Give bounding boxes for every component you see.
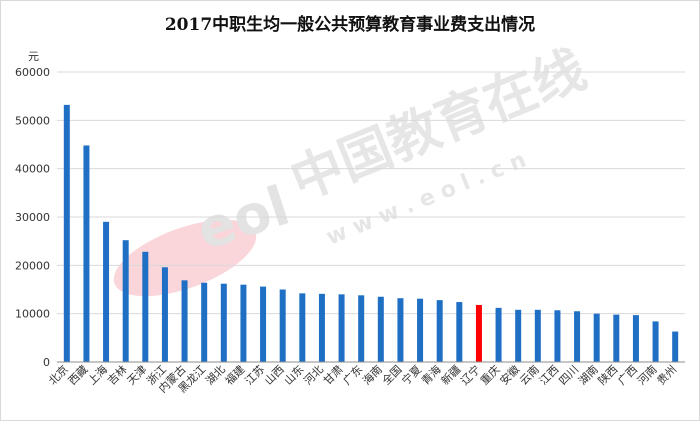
bar-湖北 [220,283,227,362]
bar-新疆 [456,302,463,362]
bar-甘肃 [338,294,345,362]
bar-宁夏 [417,298,424,362]
x-tick-label: 安徽 [497,362,522,387]
bar-四川 [574,311,581,362]
x-tick-label: 重庆 [477,362,502,387]
bar-广东 [358,295,365,362]
x-tick-label: 吉林 [104,362,129,387]
x-tick-label: 全国 [379,362,404,387]
bar-辽宁 [475,304,482,362]
bar-广西 [632,315,639,362]
x-tick-label: 河北 [301,363,326,388]
x-tick-label: 山东 [282,363,307,388]
bar-青海 [436,300,443,362]
chart-title: 2017中职生均一般公共预算教育事业费支出情况 [164,15,536,35]
x-tick-label: 青海 [418,362,443,387]
x-axis-labels: 北京西藏上海吉林天津浙江内蒙古黑龙江湖北福建江苏山西山东河北甘肃广东海南全国宁夏… [45,362,679,395]
y-tick-label: 10000 [15,308,50,321]
y-tick-label: 30000 [15,211,50,224]
y-tick-label: 40000 [15,163,50,176]
y-axis-ticks: 0 10000 20000 30000 40000 50000 60000 [15,66,50,369]
y-tick-label: 20000 [15,259,50,272]
x-tick-label: 广西 [615,363,640,388]
x-tick-label: 宁夏 [399,362,424,387]
y-tick-label: 0 [43,356,50,369]
x-tick-label: 新疆 [438,362,463,387]
x-tick-label: 河南 [635,363,660,388]
bar-河南 [652,321,659,362]
x-tick-label: 甘肃 [321,363,346,388]
x-tick-label: 福建 [222,362,247,387]
x-tick-label: 陕西 [595,362,620,387]
bar-内蒙古 [181,280,188,362]
bar-福建 [240,284,247,362]
x-tick-label: 四川 [556,363,581,388]
x-tick-label: 贵州 [655,363,680,388]
watermark: eol 中国教育在线 w w w . e o l . c n [113,40,594,297]
bar-天津 [142,251,149,362]
watermark-url-text: w w w . e o l . c n [323,148,530,251]
bar-湖南 [593,313,600,362]
x-tick-label: 云南 [517,363,542,388]
bar-山西 [279,289,286,362]
x-tick-label: 辽宁 [458,362,483,387]
gridlines [57,71,685,315]
x-tick-label: 湖北 [203,363,228,388]
y-axis-unit-label: 元 [28,50,39,63]
bar-安徽 [515,309,522,362]
bar-江西 [554,310,561,362]
x-tick-label: 山西 [262,363,287,388]
bar-北京 [63,104,70,362]
x-tick-label: 湖南 [576,363,601,388]
watermark-logo-text: eol [190,174,297,262]
bar-云南 [534,309,541,362]
bar-河北 [318,293,325,362]
bar-黑龙江 [201,282,208,362]
y-tick-label: 60000 [15,66,50,79]
bar-上海 [103,221,110,362]
bar-山东 [299,293,306,362]
bar-陕西 [613,314,620,362]
bar-贵州 [672,331,679,362]
y-tick-label: 50000 [15,114,50,127]
bar-浙江 [161,267,168,362]
bar-海南 [377,296,384,362]
watermark-brand-text: 中国教育在线 [282,40,594,213]
bar-江苏 [260,286,267,362]
x-tick-label: 西藏 [66,363,91,388]
x-tick-label: 江苏 [242,363,267,388]
bar-吉林 [122,240,129,362]
x-tick-label: 天津 [125,363,150,388]
bar-全国 [397,298,404,362]
bar-西藏 [83,145,90,362]
x-tick-label: 广东 [341,363,366,388]
x-tick-label: 江西 [537,363,562,388]
bar-重庆 [495,307,502,362]
bars [63,104,679,362]
x-tick-label: 上海 [85,362,110,387]
x-tick-label: 海南 [359,362,384,387]
